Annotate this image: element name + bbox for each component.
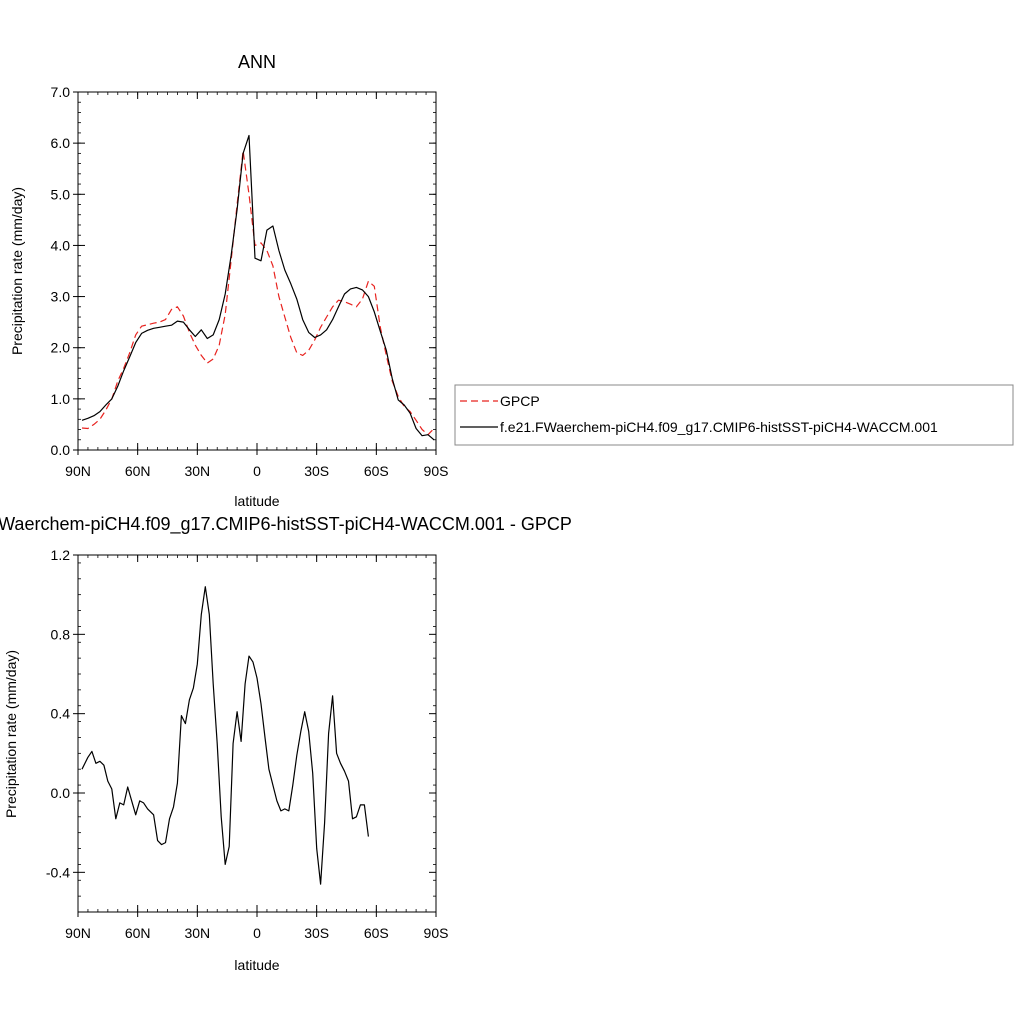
bottom-y-tick-label: 0.4 [51,706,71,722]
top-x-tick-label: 90N [65,463,91,479]
top-y-tick-label: 3.0 [51,289,71,305]
bottom-panel: f.e21.FWaerchem-piCH4.f09_g17.CMIP6-hist… [0,514,572,973]
bottom-plot-series [81,586,369,885]
top-x-tick-label: 30N [184,463,210,479]
bottom-y-tick-label: -0.4 [46,864,70,880]
top-series-line-1 [81,134,435,441]
bottom-x-tick-label: 90N [65,925,91,941]
top-y-tick-label: 4.0 [51,237,71,253]
top-y-axis-label: Precipitation rate (mm/day) [9,187,25,355]
legend-label-model: f.e21.FWaerchem-piCH4.f09_g17.CMIP6-hist… [500,419,938,435]
top-plot-frame [77,91,437,451]
bottom-y-tick-label: 0.0 [51,785,71,801]
bottom-axis-ticks: 90N 60N 30N 0 30S 60S 90S -0.4 0.0 0.4 0.8 1.2 [46,547,449,941]
top-series-line-0 [81,150,435,436]
top-x-tick-label: 60N [125,463,151,479]
top-chart-title: ANN [238,52,276,72]
bottom-x-tick-label: 30N [184,925,210,941]
bottom-x-axis-label: latitude [234,957,279,973]
bottom-x-tick-label: 0 [253,925,261,941]
top-y-tick-label: 7.0 [51,84,71,100]
bottom-y-tick-label: 0.8 [51,626,71,642]
top-axis-ticks: 90N 60N 30N 0 30S 60S 90S 0.0 1.0 2.0 3.0 4.0 5.0 6.0… [51,84,449,479]
legend: GPCP f.e21.FWaerchem-piCH4.f09_g17.CMIP6… [454,384,1014,446]
legend-label-gpcp: GPCP [500,393,540,409]
top-x-tick-label: 30S [304,463,329,479]
top-x-tick-label: 60S [364,463,389,479]
top-x-tick-label: 0 [253,463,261,479]
top-y-tick-label: 0.0 [51,442,71,458]
bottom-chart-title: f.e21.FWaerchem-piCH4.f09_g17.CMIP6-hist… [0,514,572,535]
top-y-tick-label: 2.0 [51,340,71,356]
legend-box [454,384,1014,446]
bottom-x-tick-label: 60S [364,925,389,941]
top-y-tick-label: 6.0 [51,135,71,151]
bottom-x-tick-label: 30S [304,925,329,941]
bottom-series-line-0 [81,586,369,885]
bottom-x-tick-label: 90S [424,925,449,941]
top-x-tick-label: 90S [424,463,449,479]
top-plot-series [81,134,435,441]
top-x-axis-label: latitude [234,493,279,509]
bottom-plot-frame [77,554,437,913]
bottom-y-tick-label: 1.2 [51,547,71,563]
top-panel: ANN 90N 60N 30N 0 30S 60S 90S 0.0 1.0 2.0 3.0 4.0 5.… [9,52,1014,509]
bottom-y-axis-label: Precipitation rate (mm/day) [3,650,19,818]
top-y-tick-label: 1.0 [51,391,71,407]
bottom-x-tick-label: 60N [125,925,151,941]
top-y-tick-label: 5.0 [51,186,71,202]
